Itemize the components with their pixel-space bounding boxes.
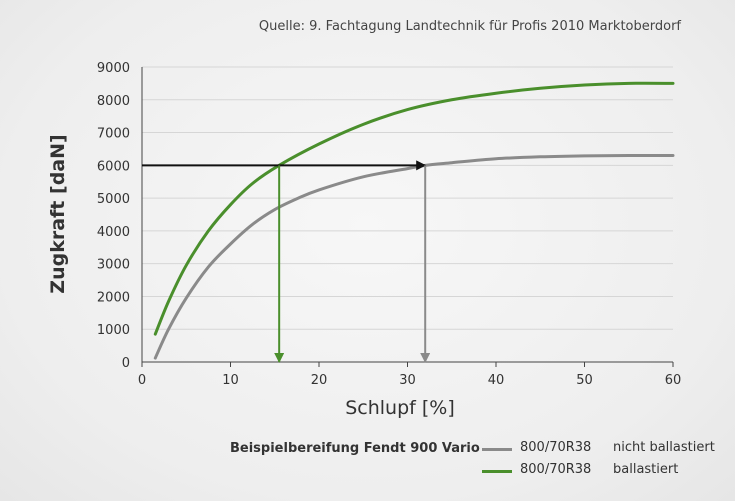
- x-tick-label: 60: [665, 373, 682, 388]
- axes: [141, 67, 674, 367]
- y-tick-label: 6000: [97, 159, 130, 174]
- y-tick-label: 8000: [97, 94, 130, 109]
- chart-svg: 0 1000 2000 3000 4000 5000 6000 7000 8000 9000 0 10…: [47, 61, 681, 419]
- y-tick-label: 5000: [97, 192, 130, 207]
- y-tick-label: 9000: [97, 61, 130, 76]
- y-tick-label: 2000: [97, 290, 130, 305]
- x-tick-label: 40: [488, 373, 505, 388]
- x-tick-label: 0: [138, 373, 146, 388]
- legend-tire-label: 800/70R38: [520, 462, 592, 477]
- y-tick-label: 4000: [97, 225, 130, 240]
- x-tick-label: 10: [222, 373, 239, 388]
- x-tick-label: 50: [576, 373, 593, 388]
- x-axis-label: Schlupf [%]: [345, 397, 455, 419]
- y-tick-label: 1000: [97, 323, 130, 338]
- legend-state-label: nicht ballastiert: [613, 440, 715, 455]
- tick-labels: 0 1000 2000 3000 4000 5000 6000 7000 8000 9000 0 10…: [97, 61, 681, 388]
- x-tick-label: 20: [311, 373, 328, 388]
- plot-area: [153, 81, 675, 360]
- legend-caption: Beispielbereifung Fendt 900 Vario: [230, 441, 480, 456]
- legend-swatch-grey: [482, 448, 512, 451]
- y-tick-label: 3000: [97, 258, 130, 273]
- series-line-ballastiert: [153, 81, 675, 336]
- legend-state-label: ballastiert: [613, 462, 679, 477]
- annotation-arrows: [142, 160, 431, 363]
- source-note: Quelle: 9. Fachtagung Landtechnik für Pr…: [258, 19, 681, 34]
- y-tick-label: 0: [122, 356, 130, 371]
- legend-tire-label: 800/70R38: [520, 440, 592, 455]
- y-tick-label: 7000: [97, 127, 130, 142]
- x-tick-label: 30: [399, 373, 416, 388]
- grid-lines: [142, 66, 673, 330]
- legend-swatch-green: [482, 470, 512, 473]
- series-line-nicht-ballastiert: [153, 153, 675, 360]
- y-axis-label: Zugkraft [daN]: [47, 134, 69, 293]
